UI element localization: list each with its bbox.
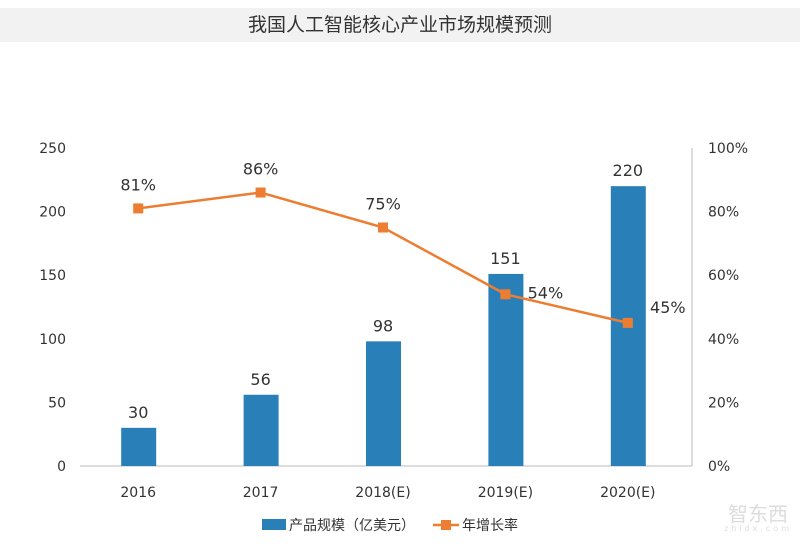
line-value-label: 75% [365,195,401,214]
category-label: 2018(E) [355,485,410,501]
bar [121,427,157,466]
legend-bar-label: 产品规模（亿美元） [289,518,415,534]
line-marker [622,317,633,328]
category-label: 2020(E) [600,485,655,501]
bar-value-label: 98 [373,316,393,335]
category-label: 2016 [120,485,156,501]
bar-value-label: 220 [613,161,644,180]
line-value-label: 45% [650,298,686,317]
right-tick-label: 20% [708,395,739,411]
legend-line-marker [441,520,451,530]
left-tick-label: 0 [57,459,66,475]
left-tick-label: 100 [39,332,66,348]
line-marker [500,289,511,300]
legend-bar-swatch [262,519,286,530]
right-tick-label: 40% [708,332,739,348]
bar-value-label: 30 [128,403,148,422]
line-marker [378,222,388,233]
left-tick-label: 250 [39,141,66,157]
legend-line-label: 年增长率 [462,517,518,534]
chart-title: 我国人工智能核心产业市场规模预测 [0,8,800,42]
bar [488,273,524,466]
line-marker [255,187,266,198]
bar-value-label: 151 [490,249,521,268]
left-tick-label: 200 [39,205,66,221]
left-tick-label: 50 [48,395,66,411]
right-tick-label: 100% [708,141,748,157]
right-tick-label: 0% [708,459,730,475]
bar [243,394,279,466]
line-marker [133,203,144,214]
bar [366,341,401,466]
right-tick-label: 60% [708,268,739,284]
category-label: 2017 [243,485,279,501]
right-tick-label: 80% [708,205,739,221]
bar-value-label: 56 [250,370,270,389]
line-value-label: 54% [528,283,564,302]
left-tick-label: 150 [39,268,66,284]
watermark-logo: 智东西 zhidx.com [724,502,792,533]
category-label: 2019(E) [478,485,533,501]
line-value-label: 81% [120,175,156,194]
line-value-label: 86% [243,160,279,179]
